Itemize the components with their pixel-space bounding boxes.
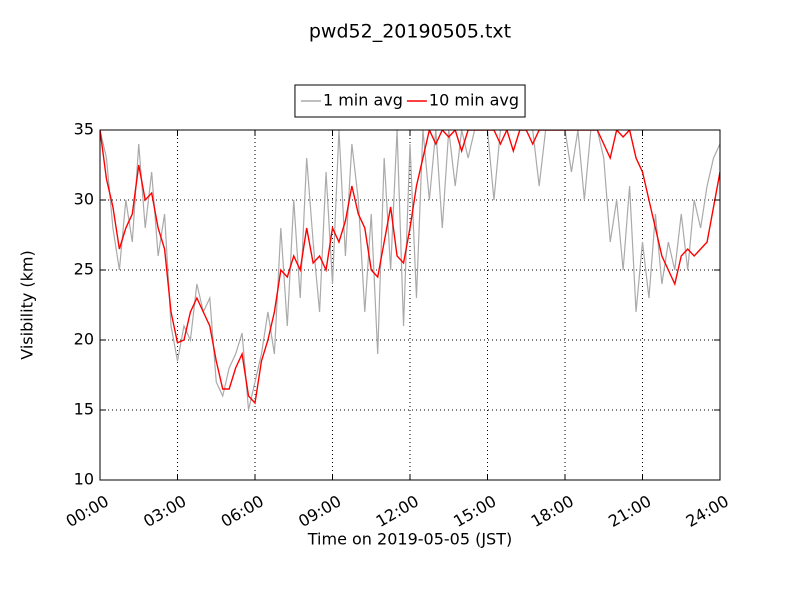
series-line	[100, 130, 720, 405]
y-axis-label: Visibility (km)	[18, 250, 37, 359]
y-tick-label: 30	[74, 190, 94, 209]
y-tick-label: 10	[74, 470, 94, 489]
y-tick-label: 25	[74, 260, 94, 279]
x-axis-label: Time on 2019-05-05 (JST)	[307, 530, 512, 549]
legend-label: 10 min avg	[429, 91, 519, 110]
plot-area	[100, 130, 720, 411]
y-tick-label: 35	[74, 120, 94, 139]
chart-title: pwd52_20190505.txt	[309, 21, 511, 43]
y-tick-label: 15	[74, 400, 94, 419]
y-tick-label: 20	[74, 330, 94, 349]
legend: 1 min avg 10 min avg	[294, 84, 526, 118]
legend-label: 1 min avg	[323, 91, 403, 110]
